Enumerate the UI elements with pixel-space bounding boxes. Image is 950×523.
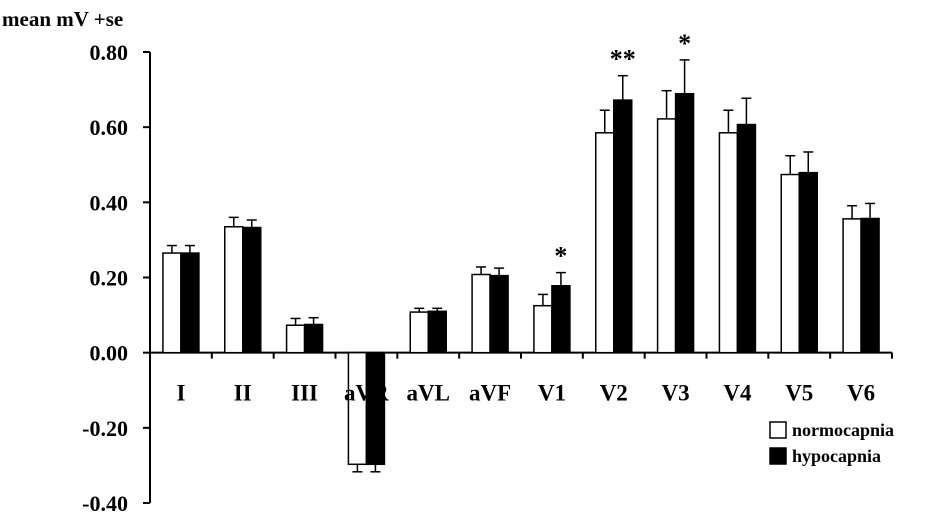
bar-hypocapnia-aVL — [427, 310, 447, 354]
category-label: aVF — [469, 381, 511, 406]
bar-normocapnia-aVL — [409, 311, 429, 354]
significance-marker: * — [554, 242, 567, 271]
legend-swatch-hypocapnia — [769, 447, 787, 465]
bar-hypocapnia-V2 — [613, 99, 633, 354]
bar-hypocapnia-I — [180, 252, 200, 354]
category-label: V1 — [538, 381, 566, 406]
bar-hypocapnia-aVF — [489, 274, 509, 354]
legend: normocapnia hypocapnia — [769, 420, 894, 466]
category-label: aVL — [407, 381, 450, 406]
category-label: V6 — [847, 381, 875, 406]
legend-label: hypocapnia — [792, 446, 881, 466]
legend-label: normocapnia — [792, 420, 894, 440]
y-tick-label: -0.20 — [82, 416, 128, 441]
bar-normocapnia-aVF — [471, 273, 491, 354]
bar-normocapnia-II — [224, 226, 244, 354]
legend-swatch-normocapnia — [769, 421, 787, 439]
y-tick-label: -0.40 — [82, 491, 128, 516]
bar-normocapnia-V4 — [718, 132, 739, 354]
category-label: aVR — [344, 381, 389, 406]
bar-normocapnia-aVR — [347, 351, 368, 466]
category-label: I — [176, 381, 185, 406]
bar-hypocapnia-V3 — [674, 92, 695, 354]
y-tick-label: 0.80 — [90, 40, 129, 65]
category-label: III — [291, 381, 318, 406]
bar-normocapnia-III — [285, 324, 306, 354]
category-labels: I II III aVR aVL aVF V1 V2 V3 V4 V5 V6 — [176, 381, 875, 406]
y-tick-label: 0.20 — [90, 266, 129, 291]
bar-normocapnia-V3 — [656, 118, 677, 354]
bar-normocapnia-V1 — [533, 304, 553, 354]
category-label: V2 — [600, 381, 628, 406]
bars — [162, 59, 880, 473]
y-tick-label: 0.00 — [90, 341, 129, 366]
bar-hypocapnia-aVR — [365, 351, 386, 466]
category-label: V3 — [662, 381, 690, 406]
category-label: V4 — [723, 381, 752, 406]
category-label: II — [234, 381, 252, 406]
y-tick-label: 0.40 — [90, 190, 129, 215]
bar-hypocapnia-II — [242, 226, 262, 354]
bar-hypocapnia-V4 — [736, 123, 757, 354]
bar-hypocapnia-V6 — [860, 217, 880, 354]
category-label: V5 — [785, 381, 813, 406]
bar-normocapnia-V5 — [780, 173, 800, 354]
bar-normocapnia-V6 — [842, 218, 862, 354]
bar-normocapnia-V2 — [595, 132, 615, 354]
significance-marker: ** — [610, 45, 636, 74]
axes: 0.80 0.60 0.40 0.20 0.00 -0.20 -0.40 — [82, 40, 893, 516]
bar-hypocapnia-III — [303, 323, 324, 354]
bar-normocapnia-I — [162, 252, 182, 354]
bar-hypocapnia-V1 — [551, 285, 571, 354]
bar-hypocapnia-V5 — [798, 171, 818, 354]
significance-marker: * — [678, 29, 691, 58]
y-axis-label: mean mV +se — [2, 7, 123, 31]
annotations: **** — [554, 29, 691, 271]
y-tick-label: 0.60 — [90, 115, 129, 140]
